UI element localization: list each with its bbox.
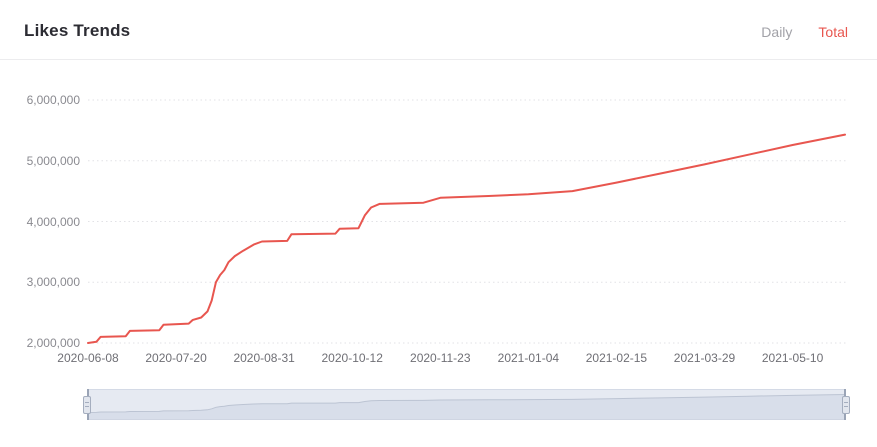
y-axis-label: 5,000,000 [26,153,80,168]
header-divider [0,59,877,60]
page-title: Likes Trends [24,21,131,40]
zoom-slider[interactable] [83,389,850,420]
y-axis-label: 4,000,000 [26,214,80,229]
x-axis-label: 2020-07-20 [145,351,207,365]
zoom-handle-left[interactable] [83,395,91,414]
zoom-handle-right[interactable] [842,395,850,414]
zoom-shadow-area [88,394,845,419]
x-axis-label: 2021-05-10 [761,351,824,365]
gridlines [88,99,846,344]
tab-daily[interactable]: Daily [761,24,793,40]
x-axis-label: 2020-08-31 [233,351,295,365]
zoom-slider-shadow-chart [88,394,845,419]
x-axis-label: 2021-03-29 [673,351,736,365]
handle-grip-icon [85,402,89,403]
period-tabs: Daily Total [761,24,848,40]
x-axis-label: 2021-02-15 [585,351,648,365]
x-axis-label: 2020-11-23 [410,351,471,365]
likes-total-line [87,133,846,344]
zoom-shadow-line [88,394,845,413]
y-axis-label: 2,000,000 [26,336,80,350]
handle-grip-icon [85,406,89,407]
y-axis-label: 6,000,000 [26,93,80,107]
x-axis-label: 2020-06-08 [57,351,119,365]
y-axis-label: 3,000,000 [26,275,80,290]
x-axis-label: 2021-01-04 [497,351,560,365]
x-axis-label: 2020-10-12 [321,351,383,365]
handle-grip-icon [844,406,848,407]
tab-total[interactable]: Total [818,24,848,40]
handle-grip-icon [844,402,848,403]
